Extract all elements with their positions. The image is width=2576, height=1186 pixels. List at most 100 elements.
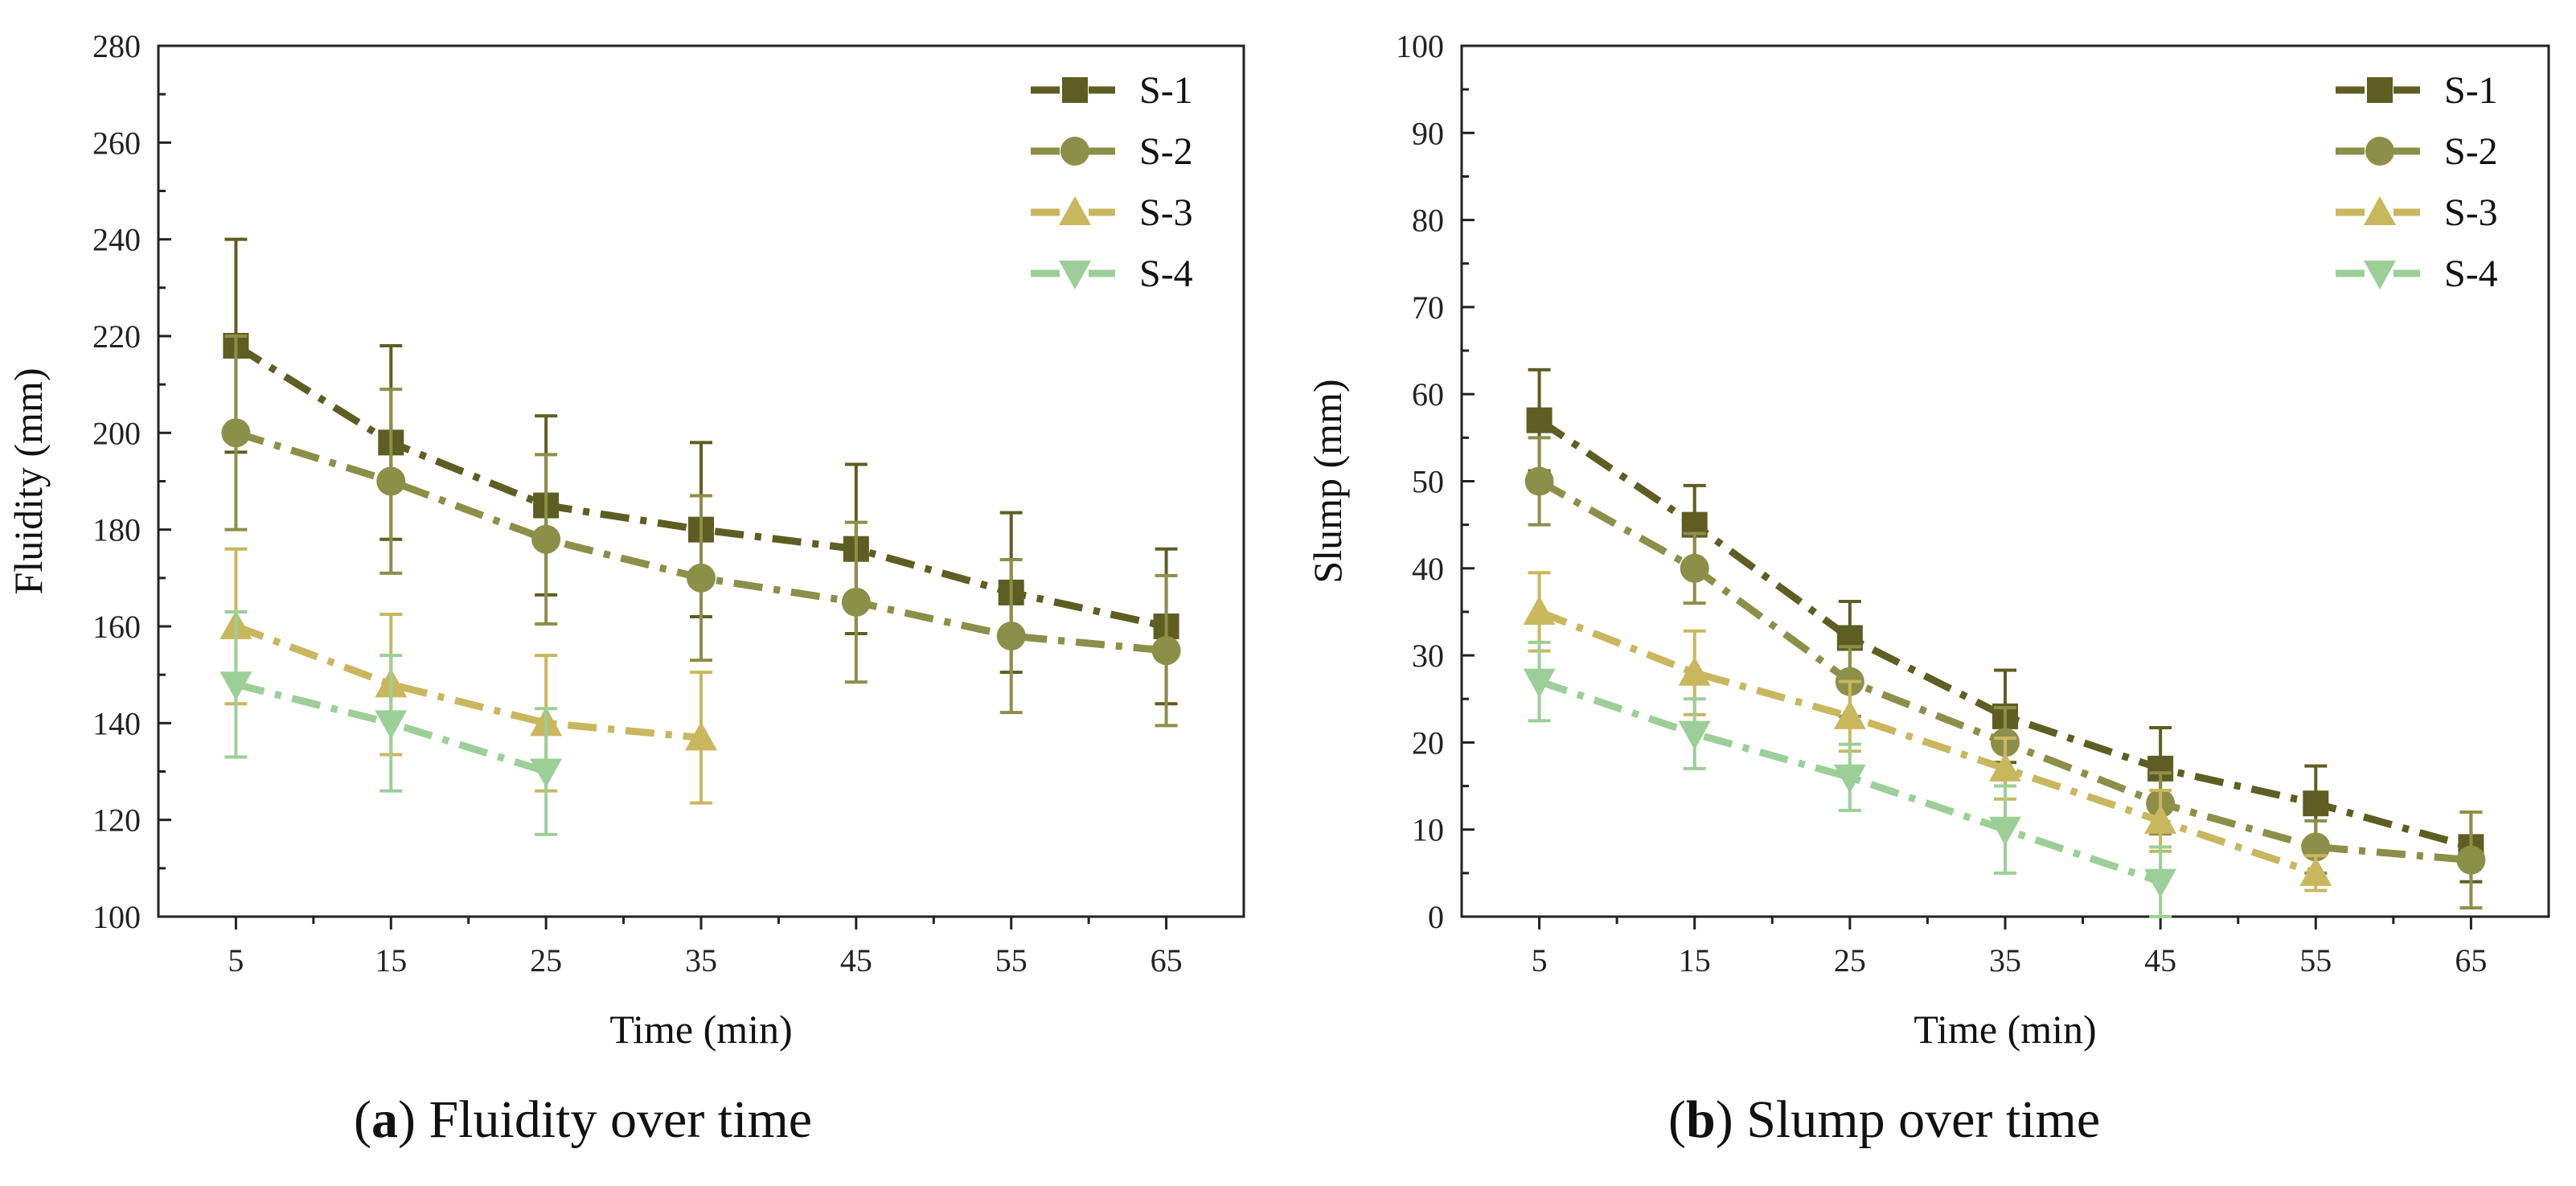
legend-marker <box>2364 261 2396 289</box>
y-tick-label: 90 <box>1412 115 1444 151</box>
y-tick-label: 280 <box>92 28 141 64</box>
legend-label: S-1 <box>1139 69 1193 112</box>
series-s-3 <box>1523 571 2332 893</box>
legend-label: S-3 <box>1139 191 1193 234</box>
y-tick-label: 260 <box>92 125 141 161</box>
y-tick-label: 220 <box>92 318 141 355</box>
y-tick-label: 200 <box>92 415 141 451</box>
data-point <box>376 466 406 496</box>
legend: S-1 S-2 S-3 S-4 <box>2336 69 2498 295</box>
legend-label: S-4 <box>2444 252 2498 295</box>
legend-marker <box>2364 196 2396 225</box>
series-s-2 <box>221 334 1181 728</box>
y-axis-title: Fluidity (mm) <box>6 368 51 595</box>
y-tick-label: 160 <box>92 609 141 645</box>
x-tick-label: 15 <box>375 942 407 979</box>
legend-label: S-4 <box>1139 252 1193 295</box>
y-tick-label: 60 <box>1412 376 1444 412</box>
legend: S-1 S-2 S-3 S-4 <box>1031 69 1193 295</box>
data-point <box>685 721 717 751</box>
y-tick-label: 100 <box>1396 28 1444 64</box>
data-point <box>1526 407 1553 433</box>
caption-b: (b) Slump over time <box>1668 1090 2101 1149</box>
x-tick-label: 45 <box>2144 942 2176 979</box>
data-point <box>1989 816 2021 846</box>
data-point <box>221 418 251 448</box>
y-tick-label: 70 <box>1412 289 1444 326</box>
y-tick-label: 20 <box>1412 724 1444 761</box>
y-tick-label: 40 <box>1412 551 1444 587</box>
data-point <box>1678 720 1711 750</box>
series-s-4 <box>1523 640 2177 918</box>
x-tick-label: 65 <box>2455 942 2487 979</box>
legend-marker <box>1062 77 1088 103</box>
y-tick-label: 180 <box>92 512 141 548</box>
x-axis-title: Time (min) <box>609 1007 792 1052</box>
caption-a: (a) Fluidity over time <box>354 1090 813 1149</box>
x-tick-label: 5 <box>228 942 244 979</box>
legend-marker <box>2365 137 2394 166</box>
data-point <box>1678 656 1711 686</box>
data-point <box>2299 856 2332 886</box>
y-tick-label: 240 <box>92 222 141 258</box>
legend-label: S-2 <box>2444 130 2498 173</box>
data-point <box>2144 868 2177 898</box>
x-tick-label: 35 <box>1989 942 2021 979</box>
y-tick-label: 140 <box>92 705 141 741</box>
y-tick-label: 50 <box>1412 464 1444 500</box>
data-point <box>1523 668 1556 698</box>
data-point <box>531 524 561 554</box>
legend-marker <box>1059 196 1091 225</box>
legend-marker <box>2367 77 2393 103</box>
x-tick-label: 55 <box>995 942 1028 979</box>
x-tick-label: 15 <box>1679 942 1711 979</box>
legend-marker <box>1060 137 1089 166</box>
x-tick-label: 65 <box>1151 942 1183 979</box>
data-point <box>1833 700 1866 729</box>
chart-fluidity: 100 120 140 160 180 200 220 240 260 280 5 15 25 35 45 5… <box>6 28 1245 1052</box>
series-s-3 <box>219 547 717 805</box>
data-point <box>1523 595 1556 625</box>
series-line <box>234 622 702 741</box>
y-tick-label: 0 <box>1428 899 1444 935</box>
data-point <box>687 563 716 593</box>
y-tick-label: 100 <box>92 899 141 935</box>
series-s-4 <box>219 609 563 836</box>
series-line <box>1538 678 2162 885</box>
data-point <box>1151 636 1181 666</box>
data-point <box>1680 553 1709 583</box>
caption-b-letter: b <box>1685 1090 1716 1149</box>
legend-label: S-3 <box>2444 191 2498 234</box>
caption-b-text: Slump over time <box>1733 1090 2101 1149</box>
data-point <box>1524 466 1554 496</box>
x-tick-label: 45 <box>840 942 872 979</box>
data-point <box>375 710 408 740</box>
series-line <box>1537 608 2317 877</box>
data-point <box>530 758 563 788</box>
legend-marker <box>1059 261 1091 289</box>
x-tick-label: 55 <box>2299 942 2332 979</box>
chart-slump: 0 10 20 30 40 50 60 70 80 90 100 5 15 25 35 45 55 65 Time … <box>1305 28 2550 1052</box>
data-point <box>1833 764 1866 794</box>
data-point <box>1989 752 2021 782</box>
y-axis-title: Slump (mm) <box>1305 379 1350 583</box>
y-tick-label: 80 <box>1412 203 1444 239</box>
caption-a-letter: a <box>371 1090 398 1149</box>
data-point <box>2303 790 2329 817</box>
data-point <box>996 622 1026 651</box>
y-tick-label: 120 <box>92 802 141 839</box>
caption-a-text: Fluidity over time <box>415 1090 813 1149</box>
data-point <box>219 671 252 701</box>
x-tick-label: 25 <box>530 942 562 979</box>
x-axis-title: Time (min) <box>1914 1007 2096 1052</box>
x-tick-label: 25 <box>1834 942 1866 979</box>
data-point <box>841 587 871 617</box>
y-tick-label: 10 <box>1412 812 1444 848</box>
data-point <box>2456 845 2486 875</box>
data-point <box>2144 804 2177 834</box>
x-tick-label: 5 <box>1532 942 1548 979</box>
y-tick-label: 30 <box>1412 638 1444 674</box>
legend-label: S-1 <box>2444 69 2498 112</box>
x-tick-label: 35 <box>685 942 717 979</box>
